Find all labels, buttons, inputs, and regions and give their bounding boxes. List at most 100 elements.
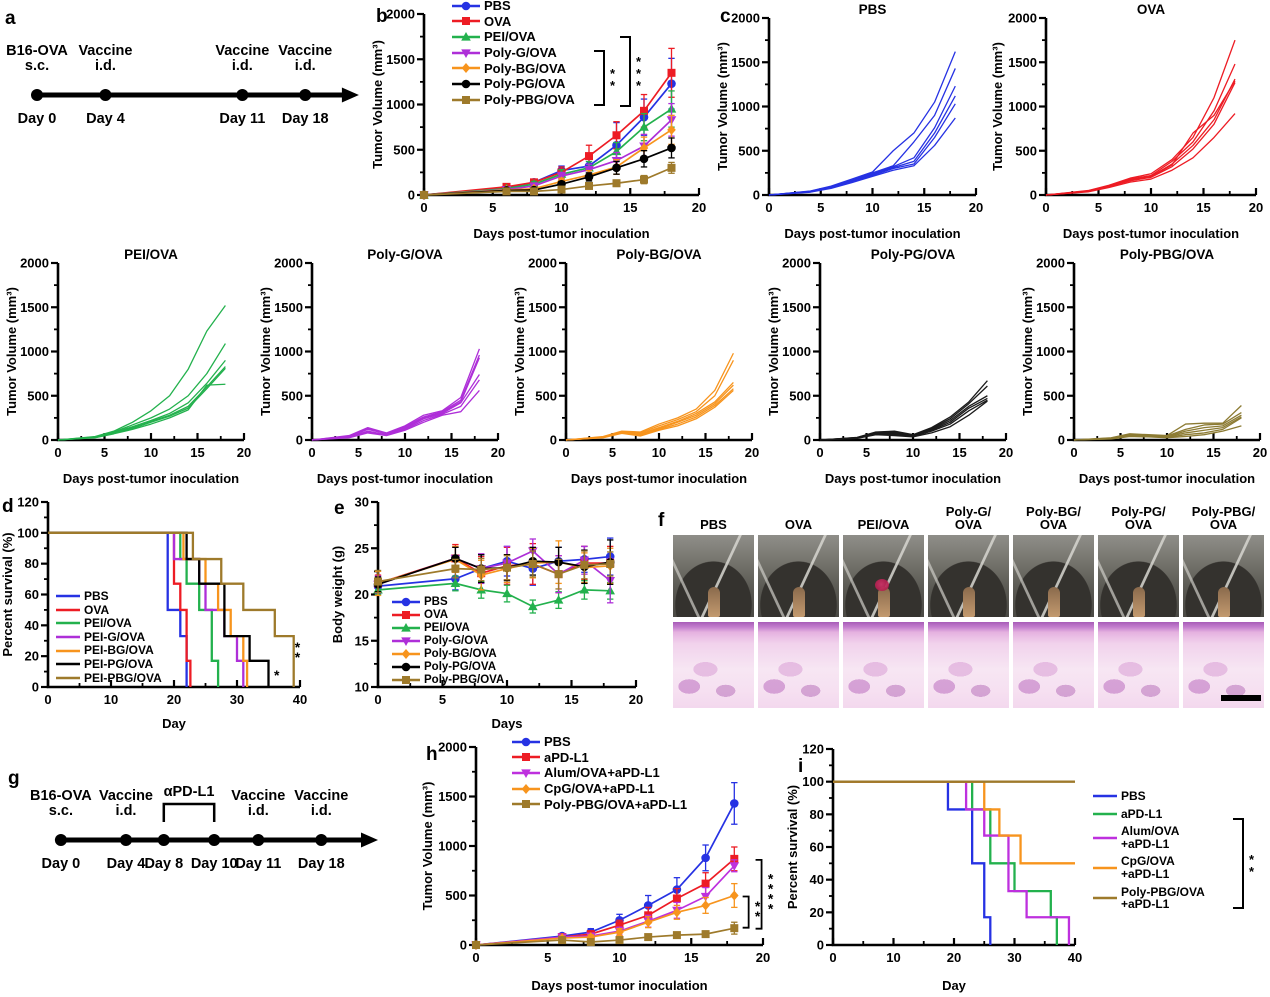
svg-text:10: 10 [144, 445, 158, 460]
svg-text:500: 500 [535, 388, 557, 403]
legend-item: CpG/OVA+aPD-L1 [1093, 855, 1205, 880]
mouse-skin-photo [1183, 535, 1264, 617]
svg-text:20: 20 [355, 587, 369, 602]
legend-item: Alum/OVA+aPD-L1 [1093, 825, 1205, 850]
legend-label: OVA [84, 602, 110, 617]
legend-swatch-icon [452, 95, 480, 104]
timeline-dot [31, 89, 43, 101]
svg-text:0: 0 [829, 950, 836, 965]
panel-d-survival: 0 10 20 30 40 0 20 40 60 80 100 120 Day Percent survi… [0, 490, 330, 735]
svg-text:10: 10 [104, 692, 118, 707]
legend-label: PBS [484, 0, 511, 13]
svg-text:Vaccine: Vaccine [215, 43, 269, 59]
svg-text:60: 60 [25, 587, 39, 602]
svg-text:Day 18: Day 18 [298, 856, 345, 872]
panel-c-spaghetti-pei: 0 5 10 15 20 0 500 1000 1500 2000 Days post-tumor … [4, 245, 254, 490]
panel-f-column-label: Poly-G/OVA [945, 503, 992, 533]
svg-text:20: 20 [947, 950, 961, 965]
svg-text:500: 500 [445, 888, 467, 903]
panel-e-body-weight: 0 5 10 15 20 10 15 20 25 30 Days Body weight (g) PBS… [330, 490, 660, 735]
sig-label-b-inner: ** [605, 66, 620, 90]
legend-swatch-icon [56, 608, 80, 612]
svg-text:1000: 1000 [20, 344, 49, 359]
legend-swatch-icon [392, 637, 420, 647]
legend-item: Poly-G/OVA [392, 635, 504, 647]
legend-b: PBS OVA PEI/OVA Poly-G/OVA Poly-BG/OVA Poly-P… [452, 0, 575, 108]
legend-swatch-icon [452, 32, 480, 41]
svg-text:20: 20 [25, 649, 39, 664]
legend-label: PBS [84, 589, 109, 603]
svg-text:1500: 1500 [274, 300, 303, 315]
svg-text:Vaccine: Vaccine [231, 788, 285, 804]
svg-text:500: 500 [1015, 143, 1037, 158]
legend-label: PEI/OVA [484, 29, 536, 45]
svg-text:1000: 1000 [528, 344, 557, 359]
legend-swatch-icon [452, 79, 480, 89]
legend-item: aPD-L1 [512, 750, 687, 765]
svg-text:0: 0 [817, 938, 824, 953]
legend-item: Poly-PG/OVA [392, 661, 504, 673]
svg-text:1500: 1500 [782, 300, 811, 315]
legend-swatch-icon [1093, 836, 1117, 839]
panel-f-column-label: Poly-BG/OVA [1026, 503, 1081, 533]
legend-label: Alum/OVA+aPD-L1 [1121, 824, 1180, 851]
svg-text:15: 15 [355, 633, 369, 648]
svg-text:Tumor Volume (mm³): Tumor Volume (mm³) [4, 287, 19, 416]
svg-text:5: 5 [863, 445, 870, 460]
svg-text:20: 20 [756, 950, 770, 965]
svg-text:s.c.: s.c. [25, 58, 49, 74]
svg-text:120: 120 [802, 742, 824, 757]
svg-text:0: 0 [804, 433, 811, 448]
svg-text:Day 0: Day 0 [42, 856, 81, 872]
svg-text:OVA: OVA [1137, 2, 1166, 17]
panel-label-b: b [376, 6, 388, 27]
legend-label: Poly-PBG/OVA [484, 91, 575, 107]
panel-label-f: f [658, 510, 665, 531]
svg-text:5: 5 [544, 950, 551, 965]
svg-text:Tumor Volume (mm³): Tumor Volume (mm³) [258, 287, 273, 416]
svg-text:Percent survival (%): Percent survival (%) [0, 532, 15, 656]
chart-d: 0 10 20 30 40 0 20 40 60 80 100 120 Day Percent survi… [0, 495, 307, 732]
mouse-tail [1047, 587, 1060, 617]
svg-text:10: 10 [554, 200, 568, 215]
legend-item: OVA [56, 602, 162, 617]
chart-c_pei: 0 5 10 15 20 0 500 1000 1500 2000 Days post-tumor … [4, 247, 251, 486]
panel-label-g: g [8, 768, 20, 789]
svg-text:15: 15 [952, 445, 966, 460]
legend-label: Alum/OVA+aPD-L1 [544, 765, 660, 781]
svg-text:40: 40 [810, 872, 824, 887]
panel-a-timeline: B16-OVA s.c. Day 0 Vaccine i.d. Day 4 Vaccine i… [0, 0, 370, 245]
panel-f-column: Poly-PBG/OVA [1183, 498, 1264, 708]
timeline-dot [120, 834, 132, 846]
timeline-dot [54, 834, 67, 846]
mouse-skin-photo [758, 535, 839, 617]
legend-item: Poly-PBG/OVA [392, 674, 504, 686]
legend-label: CpG/OVA+aPD-L1 [1121, 854, 1175, 881]
svg-text:Days post-tumor inoculation: Days post-tumor inoculation [1063, 226, 1239, 241]
svg-text:1000: 1000 [438, 839, 467, 854]
svg-text:Percent survival (%): Percent survival (%) [785, 785, 800, 909]
histology-image [673, 622, 754, 708]
legend-item: Poly-PBG/OVA+aPD-L1 [512, 797, 687, 812]
panel-f-column-label: PEI/OVA [857, 517, 910, 533]
svg-text:*: * [295, 649, 301, 665]
svg-text:5: 5 [439, 692, 446, 707]
svg-text:Day 0: Day 0 [18, 111, 57, 127]
panel-f-column-label: Poly-PG/OVA [1111, 503, 1166, 533]
legend-item: OVA [452, 14, 575, 29]
svg-text:15: 15 [684, 950, 698, 965]
svg-text:Days post-tumor inoculation: Days post-tumor inoculation [531, 978, 707, 993]
svg-text:1000: 1000 [731, 99, 760, 114]
legend-item: OVA [392, 609, 504, 621]
chart-e: 0 5 10 15 20 10 15 20 25 30 Days Body weight (g) [330, 495, 643, 732]
svg-text:10: 10 [865, 200, 879, 215]
svg-text:1500: 1500 [1008, 55, 1037, 70]
svg-text:1000: 1000 [1036, 344, 1065, 359]
legend-item: Poly-PG/OVA [452, 77, 575, 91]
svg-text:Days post-tumor inoculation: Days post-tumor inoculation [63, 471, 239, 486]
svg-text:0: 0 [765, 200, 772, 215]
legend-swatch-icon [452, 17, 480, 26]
svg-text:*: * [768, 890, 774, 906]
panel-c-spaghetti-polybg: 0 5 10 15 20 0 500 1000 1500 2000 Days post-tumor … [512, 245, 762, 490]
svg-text:5: 5 [355, 445, 362, 460]
